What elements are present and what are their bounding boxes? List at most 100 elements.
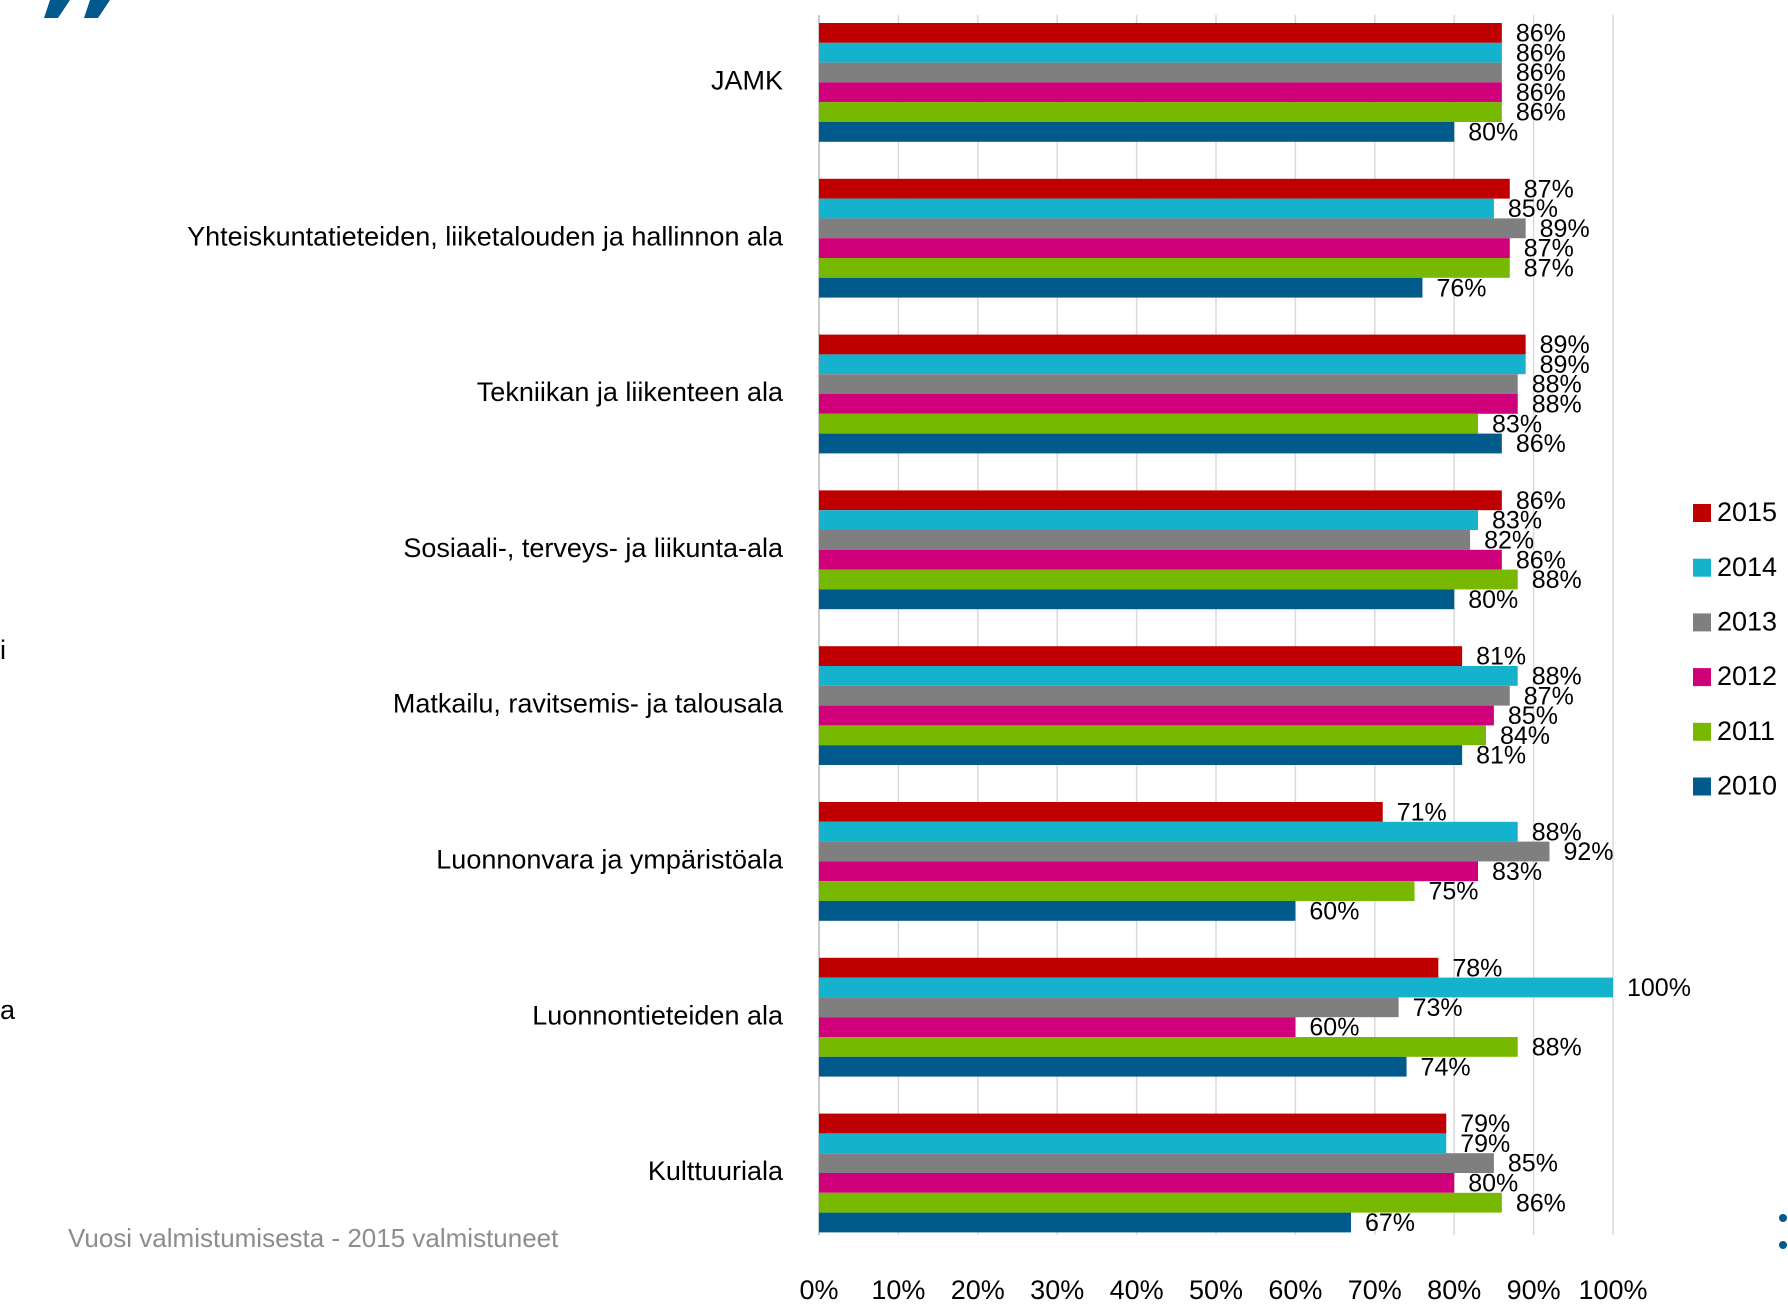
bar [819,549,1502,570]
data-label: 88% [1532,566,1582,594]
bar [819,394,1518,414]
data-label: 86% [1516,39,1566,67]
category-label: Sosiaali-, terveys- ja liikunta-ala [403,533,784,563]
legend-label: 2014 [1717,552,1777,582]
category-label: Luonnonvara ja ympäristöala [436,845,784,875]
bar [819,1056,1407,1077]
decoration-dot [1779,1214,1787,1222]
bar [819,334,1526,355]
data-label: 81% [1476,742,1526,770]
quote-decoration [44,0,110,18]
bar [819,802,1383,822]
category-label: JAMK [711,66,783,96]
bar [819,198,1494,219]
legend-swatch [1693,504,1711,522]
data-label: 67% [1365,1209,1415,1237]
x-tick-label: 90% [1507,1275,1561,1305]
bar [819,861,1479,882]
data-label: 86% [1516,20,1566,48]
x-tick-label: 80% [1427,1275,1481,1305]
side-fragment: a [0,995,16,1025]
bar [819,42,1502,63]
legend-swatch [1693,668,1711,687]
data-label: 87% [1524,235,1574,263]
data-label: 89% [1540,215,1590,243]
bar [819,218,1526,239]
x-tick-label: 50% [1189,1275,1243,1305]
data-label: 75% [1429,878,1479,906]
category-label: Yhteiskuntatieteiden, liiketalouden ja h… [187,221,784,251]
legend-swatch [1693,613,1711,632]
bar [819,277,1423,298]
x-tick-label: 70% [1348,1275,1402,1305]
data-label: 87% [1524,682,1574,710]
bar [819,685,1510,706]
data-label: 86% [1516,99,1566,127]
bar [819,102,1502,122]
x-tick-label: 40% [1110,1275,1164,1305]
bar [819,901,1296,921]
legend-swatch [1693,722,1711,741]
data-label: 76% [1436,274,1486,302]
data-label: 80% [1468,586,1518,614]
bar [819,1173,1455,1193]
category-label: Kulttuuriala [648,1156,784,1186]
data-label: 88% [1532,371,1582,399]
x-tick-label: 20% [951,1275,1005,1305]
data-label: 92% [1563,838,1613,866]
data-label: 86% [1516,59,1566,87]
data-label: 87% [1524,255,1574,283]
bar [819,530,1471,550]
legend-label: 2013 [1717,607,1777,637]
bar [819,977,1613,998]
data-label: 84% [1500,722,1550,750]
data-label: 88% [1532,391,1582,419]
bar [819,725,1486,746]
bar [819,23,1502,43]
legend-label: 2010 [1717,771,1777,801]
bar [819,238,1510,258]
bar [819,1133,1447,1154]
bar [819,1212,1351,1233]
bar [819,1113,1447,1134]
data-label: 88% [1532,1034,1582,1062]
category-label: Luonnontieteiden ala [532,1000,784,1030]
data-label: 88% [1532,663,1582,691]
bar [819,62,1502,83]
data-label: 100% [1627,974,1691,1002]
legend-swatch [1693,777,1711,796]
decoration-dot [1779,1241,1787,1249]
data-label: 85% [1508,1150,1558,1178]
x-tick-label: 0% [799,1275,838,1305]
data-label: 86% [1516,430,1566,458]
bar [819,841,1550,862]
bar [819,589,1455,610]
bar [819,354,1526,375]
data-label: 87% [1524,175,1574,203]
data-label: 74% [1421,1053,1471,1081]
bar [819,122,1455,142]
data-label: 80% [1468,119,1518,147]
bar [819,490,1502,511]
bar [819,413,1479,434]
data-label: 89% [1540,331,1590,359]
legend-label: 2015 [1717,497,1777,527]
bar [819,821,1518,842]
bar [819,881,1415,901]
bar [819,1192,1502,1213]
x-tick-label: 60% [1268,1275,1322,1305]
bar [819,510,1479,530]
bar [819,178,1510,199]
bar [819,997,1399,1018]
data-label: 86% [1516,487,1566,515]
bar [819,957,1439,978]
bar [819,666,1518,686]
data-label: 86% [1516,79,1566,107]
bar [819,705,1494,726]
bar [819,646,1463,666]
footnote: Vuosi valmistumisesta - 2015 valmistunee… [68,1223,559,1253]
bar [819,82,1502,103]
x-tick-label: 10% [871,1275,925,1305]
data-label: 73% [1413,994,1463,1022]
